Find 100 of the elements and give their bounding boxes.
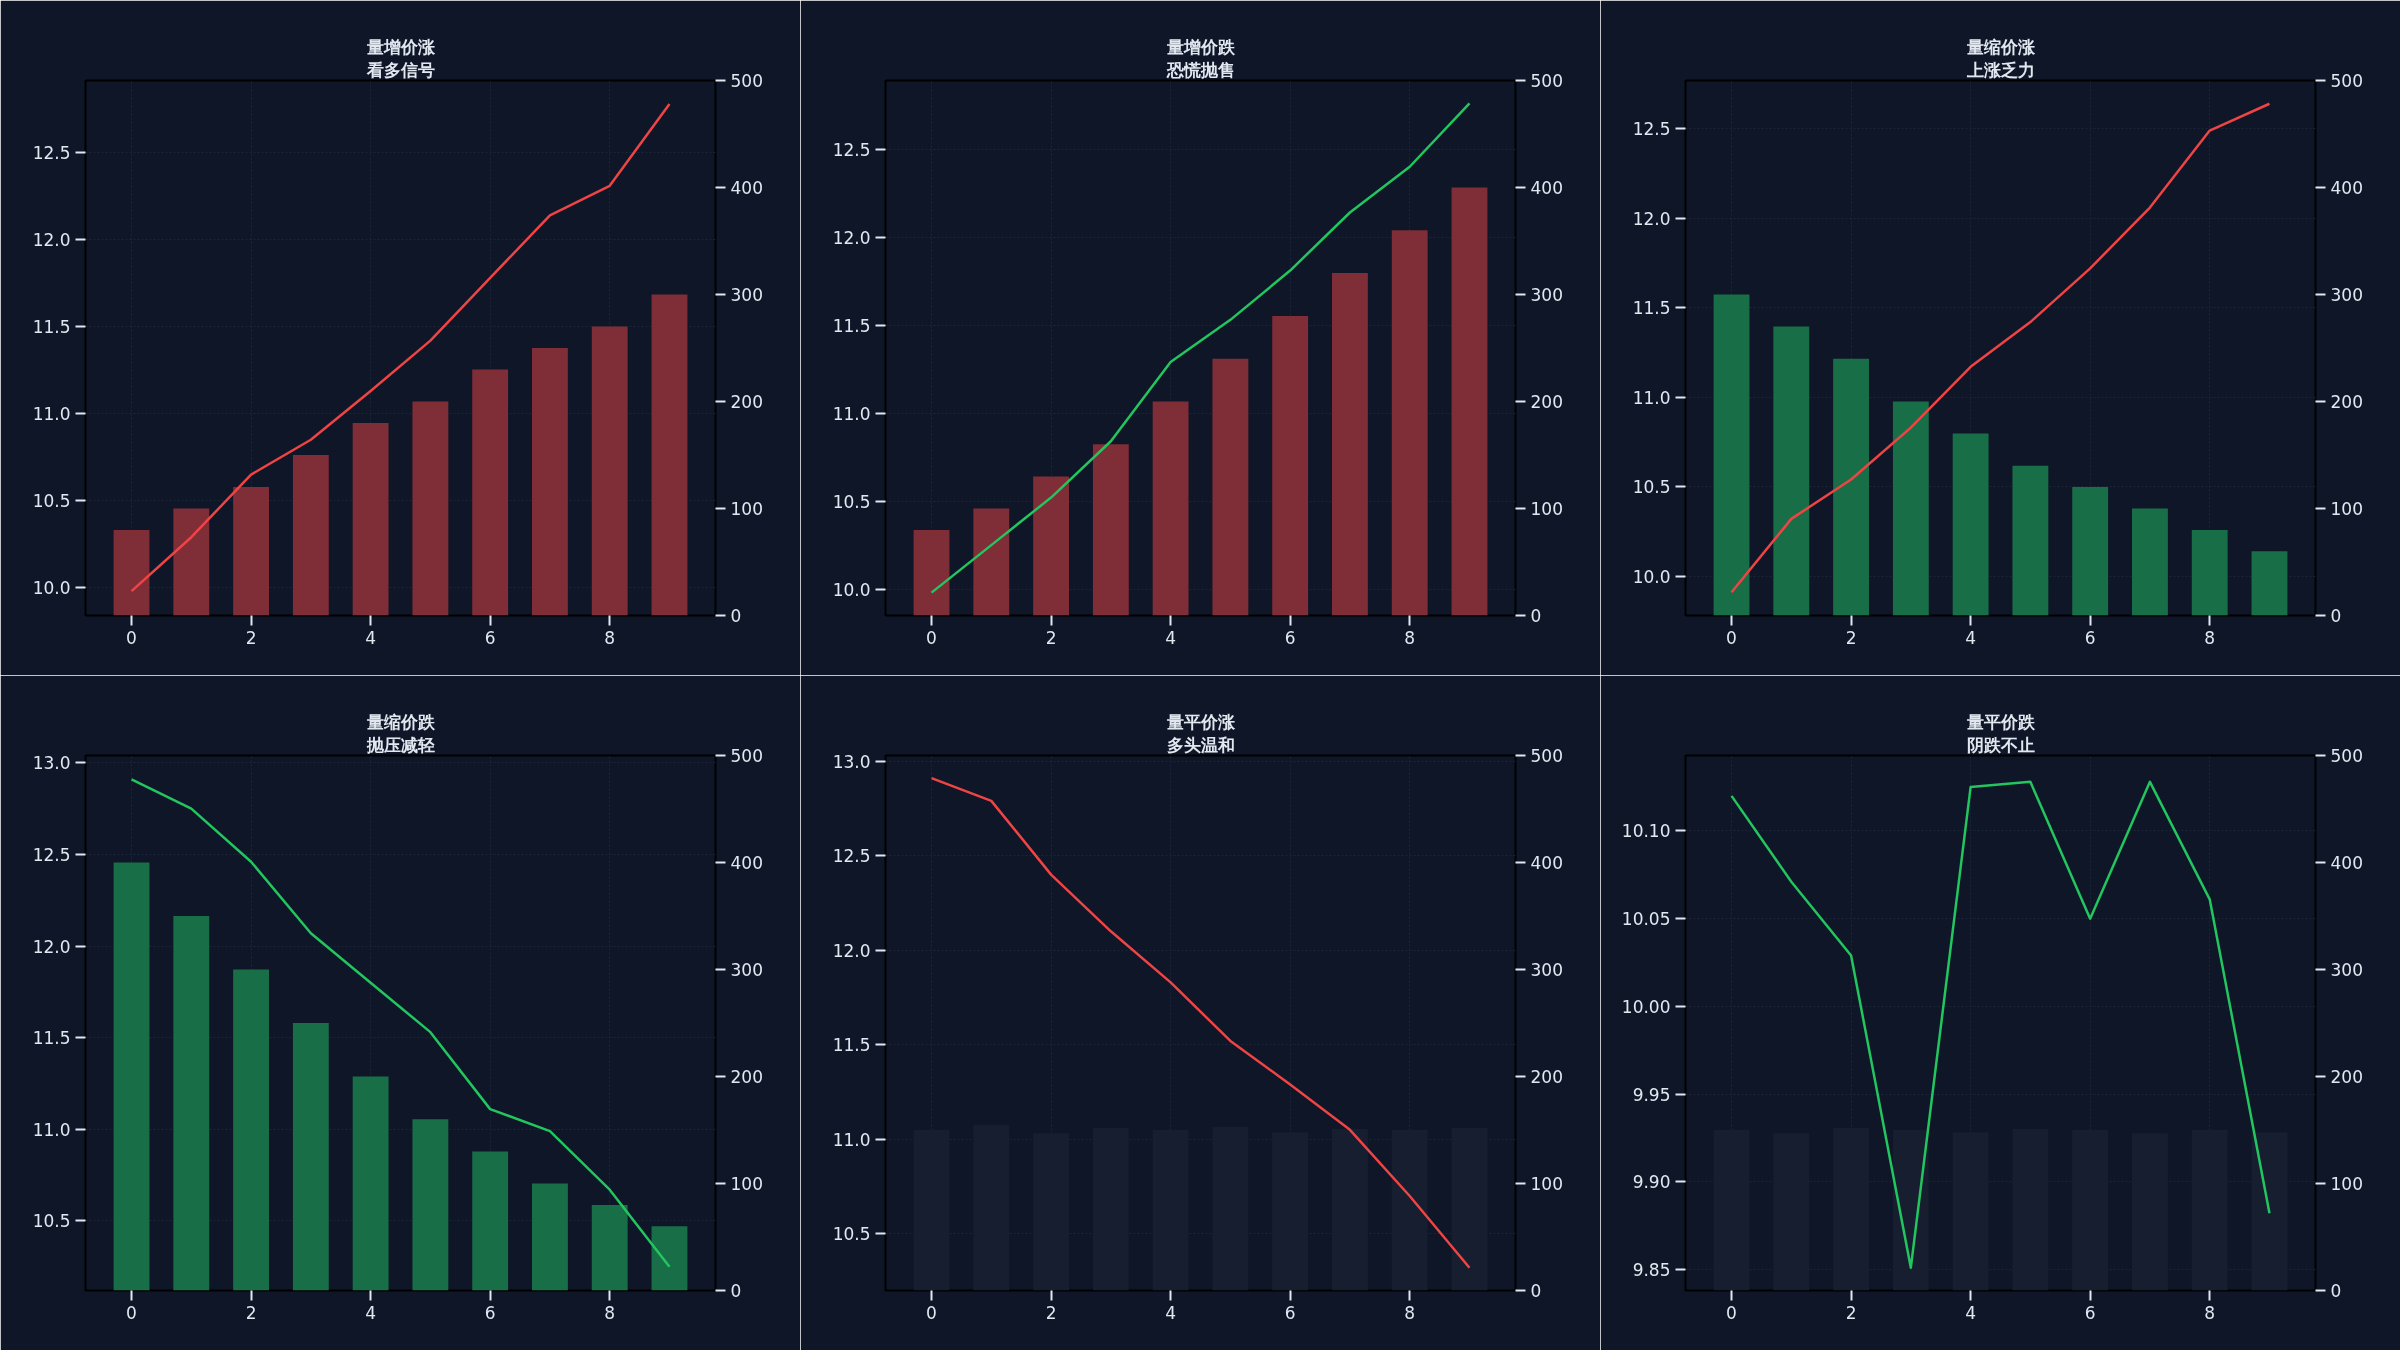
y2-tick-label: 200 <box>1530 392 1563 412</box>
x-tick-label: 2 <box>245 627 257 648</box>
y2-tick-label: 500 <box>730 746 763 766</box>
y2-tick-label: 0 <box>730 606 742 626</box>
y-tick-label: 11.5 <box>32 1028 71 1049</box>
y-tick-label: 10.5 <box>1632 477 1671 498</box>
y2-tick-label: 200 <box>730 1067 763 1087</box>
x-tick-label: 8 <box>2204 1302 2216 1323</box>
y2-tick-label: 200 <box>2330 392 2363 412</box>
y-tick-label: 10.5 <box>832 1224 871 1245</box>
y-tick-label: 10.0 <box>832 579 871 600</box>
x-tick-label: 0 <box>926 627 937 648</box>
chart-title: 量缩价跌 <box>365 712 436 732</box>
y2-tick-label: 500 <box>2330 746 2363 766</box>
y2-tick-label: 0 <box>1530 606 1542 626</box>
y2-tick-label: 400 <box>2330 853 2363 873</box>
y-tick-label: 11.5 <box>832 315 871 336</box>
chart-subtitle: 多头温和 <box>1166 735 1235 755</box>
y-tick-label: 12.5 <box>832 846 871 867</box>
y-tick-label: 12.0 <box>32 230 71 251</box>
x-tick-label: 0 <box>926 1302 937 1323</box>
chart-title: 量缩价涨 <box>1965 37 2036 57</box>
chart-subtitle: 恐慌抛售 <box>1165 60 1235 80</box>
chart-title: 量增价涨 <box>365 37 436 57</box>
y2-tick-label: 100 <box>2330 499 2363 519</box>
y2-tick-label: 300 <box>2330 960 2363 980</box>
y-tick-label: 10.5 <box>32 491 71 512</box>
x-tick-label: 2 <box>1845 1302 1857 1323</box>
y-tick-label: 9.90 <box>1632 1172 1671 1193</box>
x-tick-label: 8 <box>2204 627 2216 648</box>
y2-tick-label: 0 <box>1530 1281 1542 1301</box>
y2-tick-label: 400 <box>2330 178 2363 198</box>
x-tick-label: 2 <box>245 1302 257 1323</box>
y2-tick-label: 200 <box>730 392 763 412</box>
y2-tick-label: 100 <box>730 499 763 519</box>
chart-subtitle: 看多信号 <box>365 60 435 80</box>
x-tick-label: 0 <box>126 627 137 648</box>
y-tick-label: 10.0 <box>32 578 71 599</box>
x-tick-label: 0 <box>1726 627 1737 648</box>
y-tick-label: 11.0 <box>1632 387 1671 408</box>
y-tick-label: 9.85 <box>1632 1259 1671 1280</box>
x-tick-label: 6 <box>2084 627 2096 648</box>
y-tick-label: 11.0 <box>832 403 871 424</box>
y-tick-label: 10.05 <box>1621 909 1671 930</box>
y2-tick-label: 400 <box>1530 853 1563 873</box>
y-tick-label: 11.0 <box>832 1129 871 1150</box>
y2-tick-label: 100 <box>1530 1174 1563 1194</box>
chart-subtitle: 抛压减轻 <box>365 735 435 755</box>
y-tick-label: 11.0 <box>32 404 71 425</box>
y-tick-label: 12.5 <box>1632 119 1671 140</box>
y2-tick-label: 0 <box>2330 1281 2342 1301</box>
x-tick-label: 2 <box>1045 627 1057 648</box>
x-tick-label: 8 <box>1404 1302 1416 1323</box>
y-tick-label: 11.0 <box>32 1119 71 1140</box>
y2-tick-label: 300 <box>730 960 763 980</box>
x-tick-label: 6 <box>2084 1302 2096 1323</box>
y-tick-label: 10.00 <box>1621 996 1671 1017</box>
chart-subtitle: 上涨乏力 <box>1965 60 2035 80</box>
y-tick-label: 10.5 <box>32 1211 71 1232</box>
y2-tick-label: 200 <box>2330 1067 2363 1087</box>
x-tick-label: 8 <box>604 1302 616 1323</box>
y-tick-label: 11.5 <box>832 1035 871 1056</box>
y-tick-label: 10.5 <box>832 491 871 512</box>
x-tick-label: 6 <box>484 627 496 648</box>
x-tick-label: 4 <box>1965 627 1977 648</box>
y-tick-label: 9.95 <box>1632 1084 1671 1105</box>
x-tick-label: 4 <box>1165 1302 1177 1323</box>
y2-tick-label: 400 <box>730 178 763 198</box>
x-tick-label: 8 <box>604 627 616 648</box>
y2-tick-label: 300 <box>1530 285 1563 305</box>
y-tick-label: 12.5 <box>832 139 871 160</box>
x-tick-label: 6 <box>484 1302 496 1323</box>
y-tick-label: 12.5 <box>32 844 71 865</box>
x-tick-label: 2 <box>1845 627 1857 648</box>
y2-tick-label: 500 <box>730 71 763 91</box>
chart-title: 量增价跌 <box>1165 37 1236 57</box>
y2-tick-label: 500 <box>2330 71 2363 91</box>
y2-tick-label: 400 <box>1530 178 1563 198</box>
y-tick-label: 12.0 <box>832 227 871 248</box>
y2-tick-label: 400 <box>730 853 763 873</box>
x-tick-label: 6 <box>1284 627 1296 648</box>
chart-subtitle: 阴跌不止 <box>1966 735 2035 755</box>
y2-tick-label: 100 <box>2330 1174 2363 1194</box>
y-tick-label: 13.0 <box>832 751 871 772</box>
y2-tick-label: 300 <box>2330 285 2363 305</box>
y2-tick-label: 200 <box>1530 1067 1563 1087</box>
x-tick-label: 8 <box>1404 627 1416 648</box>
y2-tick-label: 300 <box>1530 960 1563 980</box>
y2-tick-label: 100 <box>730 1174 763 1194</box>
y-tick-label: 12.5 <box>32 143 71 164</box>
y2-tick-label: 500 <box>1530 71 1563 91</box>
y2-tick-label: 500 <box>1530 746 1563 766</box>
x-tick-label: 4 <box>365 1302 377 1323</box>
y-tick-label: 10.0 <box>1632 566 1671 587</box>
y2-tick-label: 100 <box>1530 499 1563 519</box>
x-tick-label: 4 <box>1165 627 1177 648</box>
y-tick-label: 11.5 <box>1632 298 1671 319</box>
x-tick-label: 4 <box>365 627 377 648</box>
x-tick-label: 6 <box>1284 1302 1296 1323</box>
y-tick-label: 12.0 <box>1632 208 1671 229</box>
